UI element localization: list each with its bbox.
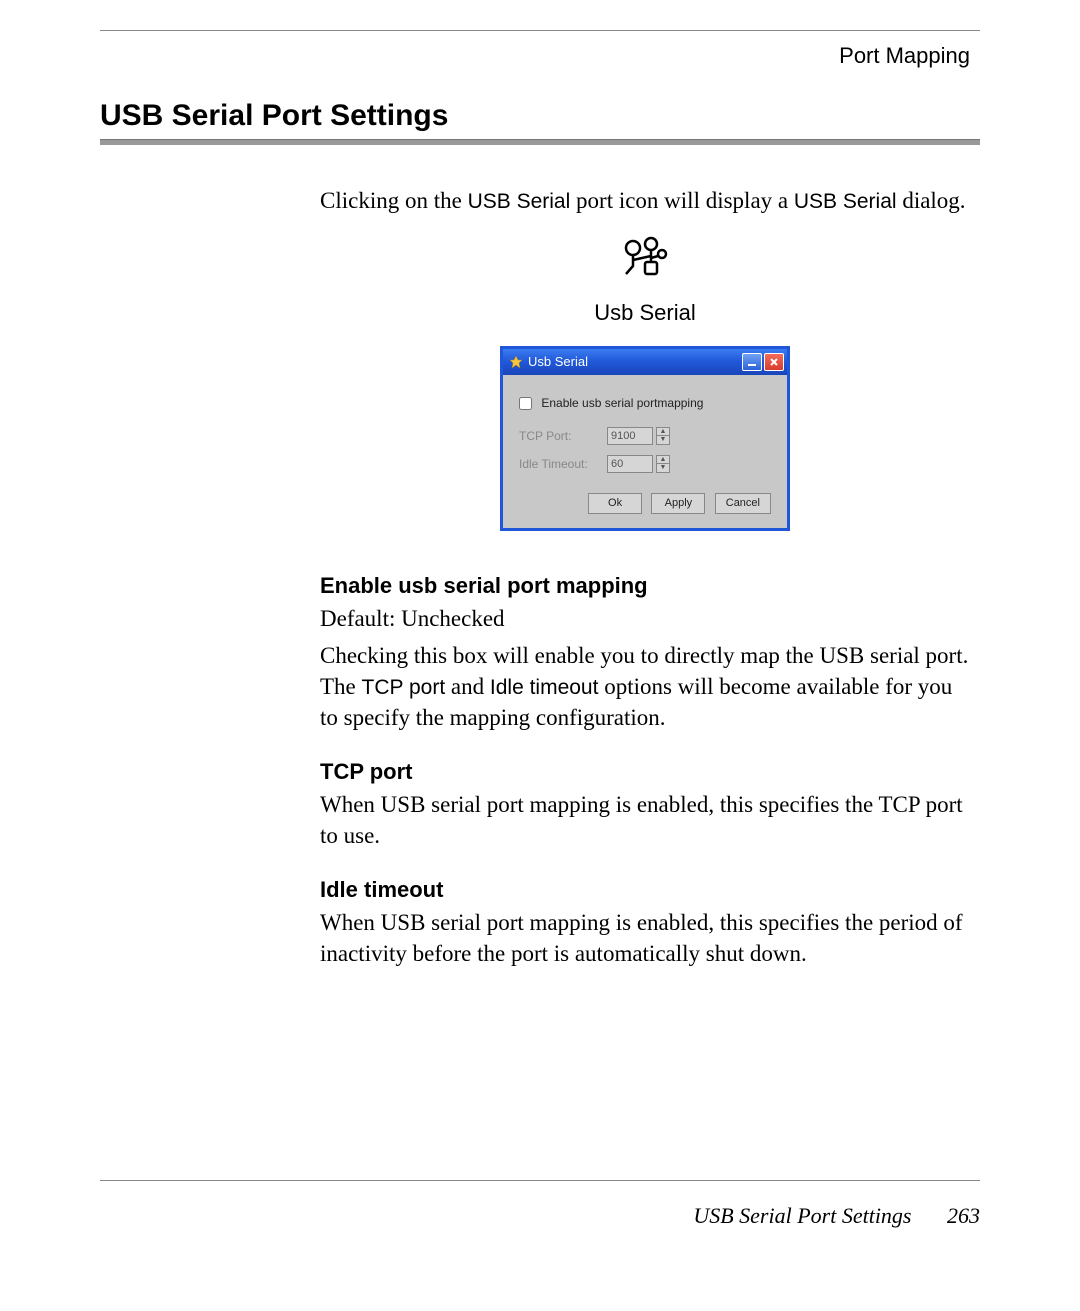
intro-ui1: USB Serial (468, 190, 571, 213)
spin-up-icon[interactable]: ▲ (657, 428, 669, 436)
title-underline (100, 139, 980, 145)
footer-title: USB Serial Port Settings (693, 1203, 911, 1228)
apply-button[interactable]: Apply (651, 493, 705, 514)
minimize-button[interactable] (742, 353, 762, 371)
ok-button[interactable]: Ok (588, 493, 642, 514)
bottom-rule (100, 1180, 980, 1181)
idle-timeout-label: Idle Timeout: (519, 456, 607, 472)
tcp-port-label: TCP Port: (519, 428, 607, 444)
usb-serial-icon-label: Usb Serial (320, 298, 970, 328)
enable-mapping-default: Default: Unchecked (320, 603, 970, 634)
enable-mapping-label: Enable usb serial portmapping (541, 396, 703, 410)
enable-mapping-heading: Enable usb serial port mapping (320, 571, 970, 601)
close-button[interactable] (764, 353, 784, 371)
enable-mapping-checkbox[interactable] (519, 397, 532, 410)
idle-timeout-input[interactable] (607, 455, 653, 473)
idle-timeout-row: Idle Timeout: ▲▼ (519, 455, 771, 473)
usb-serial-icon-block: Usb Serial (320, 234, 970, 328)
idle-timeout-desc: When USB serial port mapping is enabled,… (320, 907, 970, 969)
intro-paragraph: Clicking on the USB Serial port icon wil… (320, 185, 970, 216)
tcp-port-desc: When USB serial port mapping is enabled,… (320, 789, 970, 851)
spin-down-icon[interactable]: ▼ (657, 464, 669, 472)
intro-ui2: USB Serial (794, 190, 897, 213)
intro-mid: port icon will display a (570, 188, 794, 213)
spin-up-icon[interactable]: ▲ (657, 456, 669, 464)
page-number: 263 (947, 1203, 980, 1228)
enable-mapping-desc: Checking this box will enable you to dir… (320, 640, 970, 733)
dialog-button-row: Ok Apply Cancel (519, 493, 771, 514)
tcp-port-spinner[interactable]: ▲▼ (656, 427, 670, 445)
tcp-port-input[interactable] (607, 427, 653, 445)
tcp-port-row: TCP Port: ▲▼ (519, 427, 771, 445)
dialog-title: Usb Serial (528, 353, 740, 371)
idle-timeout-spinner[interactable]: ▲▼ (656, 455, 670, 473)
section-header: Port Mapping (100, 43, 970, 69)
intro-pre: Clicking on the (320, 188, 468, 213)
top-rule (100, 30, 980, 31)
enable-mapping-row: Enable usb serial portmapping (519, 395, 771, 411)
cancel-button[interactable]: Cancel (715, 493, 771, 514)
spin-down-icon[interactable]: ▼ (657, 436, 669, 444)
usb-serial-icon (618, 234, 672, 282)
page-footer: USB Serial Port Settings 263 (100, 1203, 980, 1229)
intro-post: dialog. (897, 188, 966, 213)
dialog-body: Enable usb serial portmapping TCP Port: … (503, 375, 787, 528)
idle-timeout-heading: Idle timeout (320, 875, 970, 905)
app-icon (509, 355, 523, 369)
tcp-port-heading: TCP port (320, 757, 970, 787)
dialog-titlebar[interactable]: Usb Serial (503, 349, 787, 375)
usb-serial-dialog: Usb Serial Enable usb serial portmapping… (500, 346, 790, 531)
page-title: USB Serial Port Settings (100, 99, 980, 133)
